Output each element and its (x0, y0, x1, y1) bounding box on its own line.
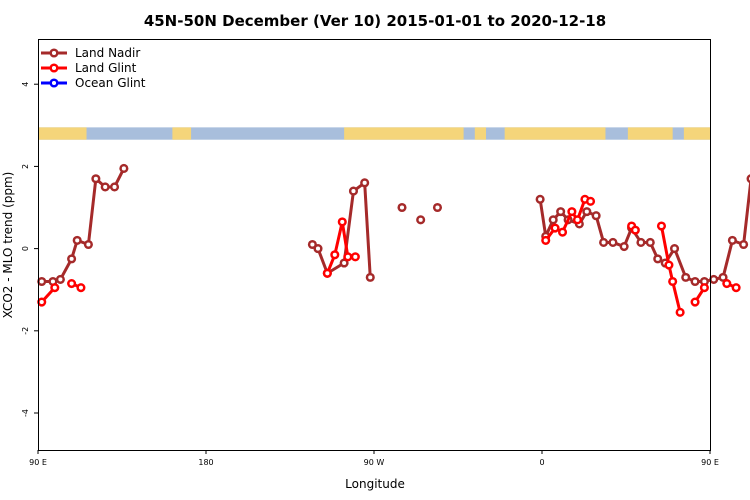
data-point (727, 235, 737, 245)
chart-title: 45N-50N December (Ver 10) 2015-01-01 to … (144, 12, 606, 30)
data-point (731, 283, 741, 293)
data-point (664, 260, 674, 270)
data-point (669, 244, 680, 254)
data-point (550, 223, 560, 233)
y-axis: -4 -2 0 2 4 (21, 82, 38, 417)
data-point (582, 207, 592, 217)
data-point (572, 215, 583, 225)
data-point (653, 254, 663, 264)
data-point (535, 194, 545, 204)
data-point (348, 186, 359, 196)
data-point (746, 174, 750, 184)
data-point (100, 182, 110, 192)
data-point (330, 250, 340, 260)
y-tick-label: 4 (21, 82, 30, 87)
data-point (109, 182, 120, 192)
x-tick-label: 90 E (29, 458, 47, 467)
legend-label: Land Glint (75, 61, 137, 75)
data-point (675, 307, 685, 317)
data-point (599, 237, 609, 247)
x-tick-label: 90 W (364, 458, 385, 467)
data-point (67, 254, 77, 264)
data-point (630, 225, 640, 235)
x-tick-label: 90 E (701, 458, 719, 467)
data-point (365, 272, 375, 282)
land-band-segment (474, 127, 486, 140)
data-point (83, 239, 93, 250)
data-point (337, 217, 347, 227)
data-point (591, 211, 601, 221)
data-point (722, 278, 732, 289)
data-point (567, 207, 577, 217)
data-point (645, 237, 655, 247)
x-axis-label: Longitude (345, 477, 405, 491)
legend-label: Land Nadir (75, 46, 140, 60)
land-band-segment (627, 127, 673, 140)
data-point (50, 283, 60, 293)
legend-marker (49, 48, 59, 58)
data-point (668, 276, 678, 287)
data-point (339, 258, 349, 268)
data-point (718, 272, 728, 282)
land-band-segment (38, 127, 87, 140)
data-point (636, 237, 646, 247)
y-tick-label: 0 (21, 246, 30, 251)
land-band-segment (542, 127, 606, 140)
y-tick-label: 2 (21, 164, 30, 169)
data-point (556, 207, 566, 217)
data-point (119, 163, 129, 174)
data-point (72, 235, 82, 245)
data-point (690, 297, 700, 307)
land-band-segment (683, 127, 710, 140)
data-point (55, 274, 65, 284)
data-point (709, 274, 719, 284)
data-point (37, 297, 47, 307)
data-point (91, 174, 101, 184)
data-point (699, 283, 709, 293)
x-axis: 90 E 180 90 W 0 90 E (29, 450, 719, 467)
data-point (739, 239, 749, 250)
data-point (432, 202, 443, 213)
data-point (416, 215, 426, 225)
data-point (541, 235, 551, 245)
y-tick-label: -2 (21, 327, 30, 335)
series-line (659, 225, 682, 313)
legend-marker (49, 63, 59, 73)
land-band-segment (504, 127, 542, 140)
data-point (681, 272, 691, 282)
data-point (690, 276, 700, 287)
data-point (619, 242, 629, 252)
data-point (548, 215, 558, 225)
data-point (37, 276, 47, 287)
data-point (343, 252, 353, 262)
data-point (397, 202, 407, 213)
x-tick-label: 180 (198, 458, 213, 467)
plot-series (37, 163, 750, 317)
series-line (538, 177, 750, 283)
data-point (656, 221, 667, 231)
data-point (608, 237, 618, 247)
y-axis-label: XCO2 - MLO trend (ppm) (1, 172, 15, 319)
series-land-glint (37, 194, 741, 317)
data-point (350, 252, 360, 262)
x-tick-label: 0 (539, 458, 544, 467)
data-point (313, 244, 323, 254)
data-point (322, 268, 332, 278)
data-point (557, 227, 568, 237)
series-land-nadir (37, 163, 750, 287)
data-point (67, 278, 77, 289)
land-ocean-band (38, 127, 710, 140)
data-point (307, 239, 317, 250)
data-point (585, 196, 596, 206)
legend-marker (49, 78, 59, 88)
land-band-segment (172, 127, 192, 140)
land-band-segment (344, 127, 464, 140)
data-point (76, 283, 86, 293)
legend-label: Ocean Glint (75, 76, 146, 90)
data-point (360, 178, 370, 188)
y-tick-label: -4 (21, 409, 30, 417)
